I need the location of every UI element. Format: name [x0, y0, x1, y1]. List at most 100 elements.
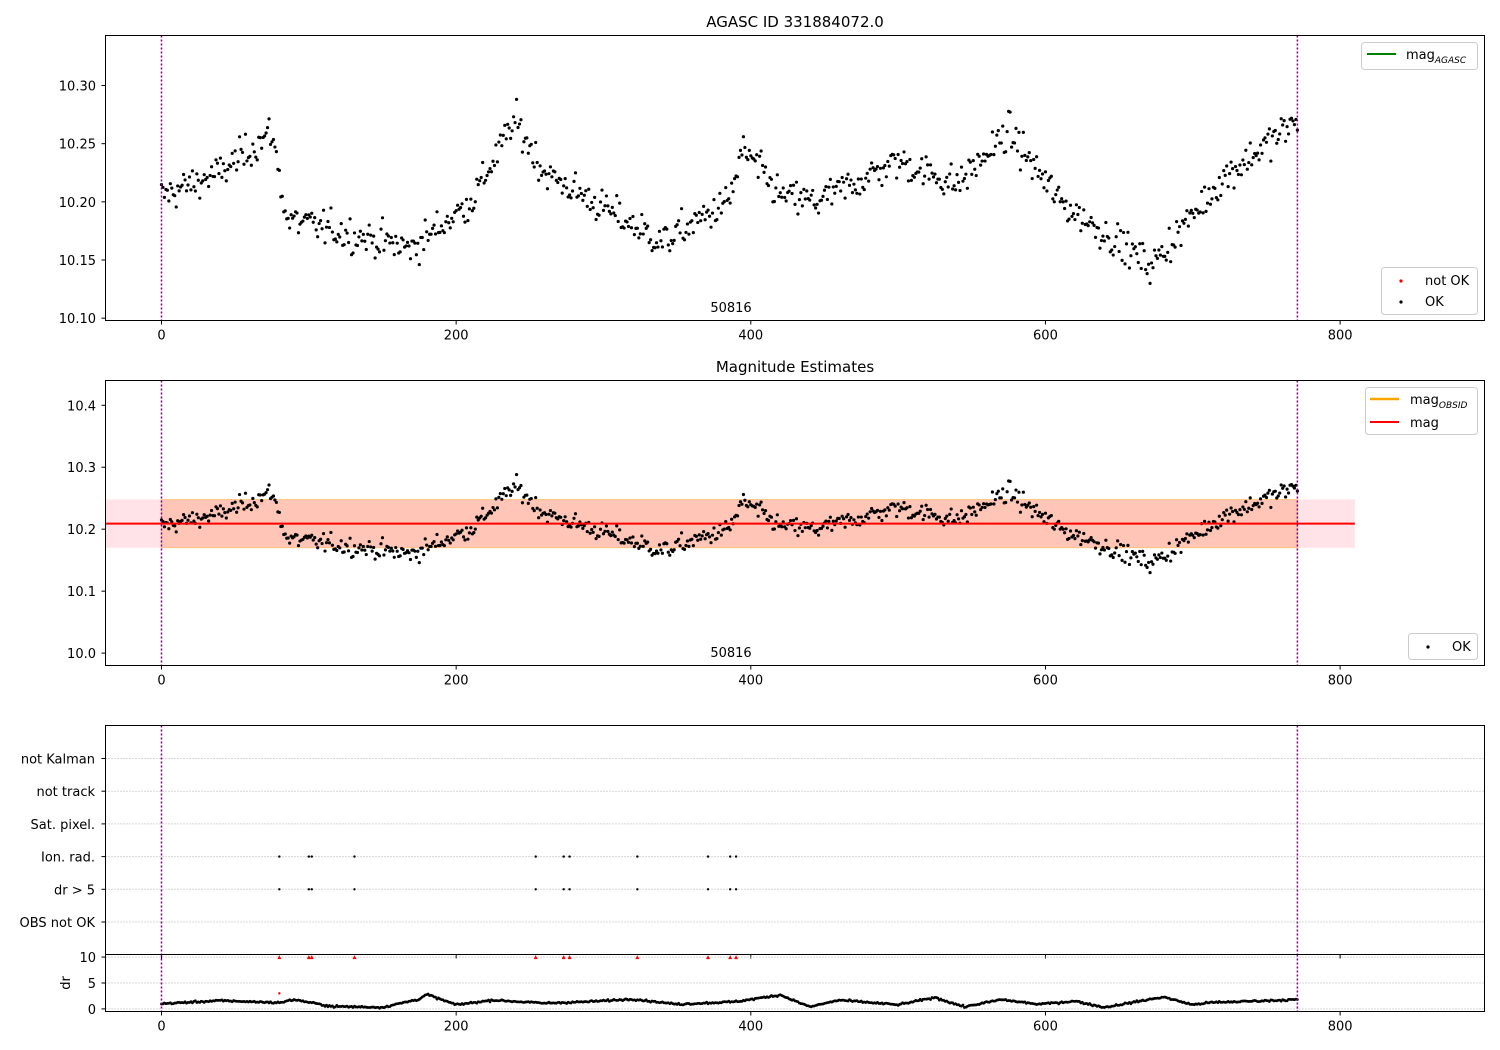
- ok-point: [753, 159, 757, 163]
- ok-point: [500, 144, 504, 148]
- ok-point: [980, 505, 984, 510]
- ok-point: [1114, 546, 1118, 550]
- ok-point: [372, 545, 376, 550]
- ok-point: [1151, 266, 1155, 270]
- ok-point: [317, 221, 321, 226]
- ok-point: [1096, 541, 1101, 545]
- ok-point: [937, 177, 941, 181]
- flag-marker: [310, 888, 313, 891]
- ok-point: [784, 199, 788, 203]
- ok-point: [229, 508, 233, 513]
- ok-point: [912, 175, 916, 179]
- ok-point: [598, 200, 603, 204]
- ok-point: [682, 547, 687, 551]
- ok-point: [756, 175, 760, 179]
- ok-point: [1235, 168, 1239, 173]
- ok-point: [475, 177, 479, 181]
- ok-point: [1232, 186, 1236, 190]
- ok-point: [956, 517, 961, 521]
- ok-point: [553, 511, 557, 515]
- y-tick-label: 10.10: [59, 312, 96, 327]
- ok-point: [348, 217, 352, 221]
- ok-point: [233, 149, 237, 153]
- ok-point: [360, 548, 364, 552]
- ok-point: [176, 519, 180, 523]
- ok-point: [1032, 505, 1036, 509]
- ok-point: [548, 165, 553, 169]
- ok-point: [320, 541, 324, 546]
- ok-point: [1113, 244, 1117, 249]
- ok-point: [687, 232, 691, 236]
- ok-point: [498, 133, 502, 137]
- ok-point: [598, 527, 603, 531]
- ok-point: [899, 158, 903, 163]
- ok-point: [800, 204, 804, 208]
- ok-point: [1043, 170, 1048, 174]
- ok-point: [1139, 266, 1143, 271]
- x-tick-label: 600: [1033, 674, 1058, 689]
- ok-point: [1021, 130, 1025, 134]
- flag-marker: [568, 888, 571, 891]
- ok-point: [762, 170, 766, 174]
- ok-point: [607, 209, 611, 213]
- ok-point: [270, 140, 274, 144]
- ok-point: [626, 540, 631, 544]
- ok-point: [366, 232, 370, 236]
- ok-point: [1004, 150, 1008, 154]
- ok-point: [369, 233, 373, 237]
- ok-point: [797, 526, 802, 530]
- ok-point: [563, 515, 567, 519]
- ok-point: [859, 515, 863, 519]
- ok-point: [218, 504, 223, 508]
- ok-point: [1118, 542, 1123, 547]
- ok-point: [1248, 496, 1252, 500]
- ok-point: [251, 142, 255, 146]
- ok-point: [1229, 506, 1233, 510]
- ok-point: [632, 232, 637, 237]
- ok-point: [526, 501, 530, 505]
- ok-point: [797, 198, 802, 202]
- ok-point: [635, 541, 639, 545]
- ok-point: [747, 148, 751, 152]
- ok-point: [1229, 160, 1233, 164]
- ok-point: [311, 220, 315, 224]
- ok-point: [1073, 217, 1077, 222]
- ok-point: [687, 544, 691, 549]
- ok-point: [816, 533, 821, 537]
- ok-point: [177, 189, 181, 193]
- ok-point: [454, 209, 458, 213]
- ok-point: [201, 179, 205, 183]
- ok-point: [425, 230, 429, 234]
- ok-point: [173, 194, 177, 198]
- ok-point: [202, 513, 206, 517]
- ok-point: [647, 241, 651, 245]
- ok-point: [442, 231, 446, 235]
- ok-point: [920, 157, 924, 161]
- ok-point: [173, 524, 177, 528]
- ok-point: [974, 173, 978, 178]
- ok-point: [517, 486, 522, 490]
- flag-marker: [728, 888, 732, 891]
- ok-point: [657, 229, 662, 233]
- ok-point: [242, 507, 246, 511]
- panel4-axes: 0 200 400 600 800 0 5 10: [79, 951, 1352, 1034]
- ok-point: [1063, 531, 1067, 535]
- ok-point: [439, 224, 444, 228]
- ok-point: [391, 241, 395, 245]
- flag-marker: [636, 888, 639, 891]
- ok-point: [277, 168, 281, 172]
- ok-point: [728, 201, 732, 205]
- ok-point: [351, 554, 355, 559]
- ok-point: [535, 160, 539, 165]
- ok-point: [190, 511, 195, 515]
- ok-point: [358, 229, 362, 233]
- ok-point: [1045, 189, 1049, 193]
- ok-point: [1074, 529, 1078, 533]
- ok-point: [999, 496, 1003, 500]
- ok-point: [948, 172, 952, 176]
- ok-point: [923, 513, 927, 518]
- ok-point: [302, 215, 306, 219]
- ok-point: [507, 126, 511, 130]
- ok-point: [898, 165, 902, 169]
